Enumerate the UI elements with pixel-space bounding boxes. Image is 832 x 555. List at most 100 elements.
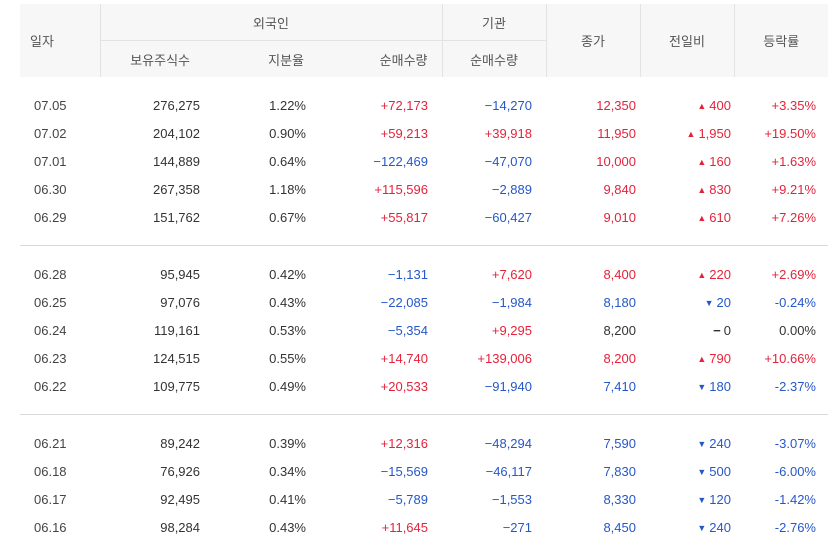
table-row: 07.01 144,889 0.64% −122,469 −47,070 10,000 ▲ 1…	[20, 147, 828, 175]
row-ratio: 0.43%	[269, 519, 306, 535]
row-holdings: 119,161	[153, 322, 200, 338]
row-ratio: 0.53%	[269, 322, 306, 338]
row-foreign-net: −15,569	[380, 463, 428, 479]
table-row: 06.29 151,762 0.67% +55,817 −60,427 9,010 ▲ 610…	[20, 203, 828, 231]
row-institution-net: +7,620	[491, 266, 532, 282]
table-row: 07.05 276,275 1.22% +72,173 −14,270 12,350 ▲ 40…	[20, 91, 828, 119]
row-ratio: 1.22%	[269, 97, 306, 113]
row-diff-value: 830	[709, 181, 731, 197]
row-diff: ▼ 20	[640, 288, 734, 316]
header-foreign-net: 순매수량	[318, 40, 442, 77]
row-foreign-net: +11,645	[381, 519, 428, 535]
header-ratio: 지분율	[204, 40, 318, 77]
row-diff: ▲ 400	[640, 91, 734, 119]
row-rate: -1.42%	[774, 491, 816, 507]
row-foreign-net: −5,789	[387, 491, 428, 507]
row-diff-value: 240	[709, 435, 731, 451]
triangle-down-icon: ▼	[697, 381, 707, 392]
row-holdings: 276,275	[153, 97, 200, 113]
row-foreign-net: +14,740	[380, 350, 428, 366]
row-close: 7,410	[603, 378, 636, 394]
row-holdings: 124,515	[153, 350, 200, 366]
row-rate: -6.00%	[774, 463, 816, 479]
row-foreign-net: +72,173	[380, 97, 428, 113]
row-close: 12,350	[596, 97, 636, 113]
row-foreign-net: −22,085	[380, 294, 428, 310]
row-ratio: 0.34%	[269, 463, 306, 479]
row-diff-value: 240	[709, 519, 731, 535]
row-institution-net: −271	[502, 519, 532, 535]
row-diff: ▼ 240	[640, 429, 734, 457]
table-row: 06.30 267,358 1.18% +115,596 −2,889 9,840 ▲ 830…	[20, 175, 828, 203]
row-diff: ▼ 500	[640, 457, 734, 485]
table-row: 06.22 109,775 0.49% +20,533 −91,940 7,410 ▼ 180…	[20, 372, 828, 400]
row-date: 07.01	[34, 153, 67, 169]
row-ratio: 0.49%	[269, 378, 306, 394]
triangle-down-icon: ▼	[697, 466, 707, 477]
row-diff-value: 500	[709, 463, 731, 479]
row-ratio: 0.41%	[269, 491, 306, 507]
triangle-down-icon: ▼	[697, 438, 707, 449]
row-institution-net: −2,889	[491, 181, 532, 197]
table-row: 06.18 76,926 0.34% −15,569 −46,117 7,830 ▼ 500-…	[20, 457, 828, 485]
row-foreign-net: −5,354	[387, 322, 428, 338]
row-institution-net: +39,918	[484, 125, 532, 141]
row-close: 8,180	[603, 294, 636, 310]
row-diff: ▲ 220	[640, 260, 734, 288]
row-holdings: 267,358	[153, 181, 200, 197]
row-diff: ▲ 830	[640, 175, 734, 203]
row-date: 06.30	[34, 181, 67, 197]
row-diff-value: 180	[709, 378, 731, 394]
group-spacer	[20, 246, 828, 260]
row-ratio: 0.64%	[269, 153, 306, 169]
row-ratio: 1.18%	[269, 181, 306, 197]
row-institution-net: −46,117	[485, 463, 532, 479]
row-ratio: 0.43%	[269, 294, 306, 310]
row-date: 06.16	[34, 519, 67, 535]
header-diff: 전일비	[639, 4, 734, 77]
row-date: 06.24	[34, 322, 67, 338]
row-diff-value: 220	[709, 266, 731, 282]
row-diff: ▼ 240	[640, 513, 734, 541]
row-rate: +2.69%	[771, 266, 816, 282]
row-holdings: 204,102	[153, 125, 200, 141]
row-rate: 0.00%	[779, 322, 816, 338]
row-institution-net: +139,006	[477, 350, 532, 366]
triangle-up-icon: ▲	[686, 128, 696, 139]
table-header: 일자 외국인 기관 종가 전일비 등락률 보유주식수 지분율 순매수량 순매수량	[20, 4, 828, 77]
row-rate: +19.50%	[764, 125, 816, 141]
row-holdings: 95,945	[160, 266, 200, 282]
row-diff-value: 0	[723, 322, 731, 338]
group-spacer	[20, 231, 828, 246]
row-rate: +10.66%	[764, 350, 816, 366]
row-rate: -3.07%	[774, 435, 816, 451]
row-diff: ▲ 1,950	[640, 119, 734, 147]
group-spacer	[20, 415, 828, 429]
row-close: 8,200	[603, 322, 636, 338]
row-diff-value: 20	[716, 294, 731, 310]
row-date: 07.02	[34, 125, 67, 141]
row-ratio: 0.90%	[269, 125, 306, 141]
group-spacer	[20, 400, 828, 415]
triangle-down-icon: ▼	[697, 522, 707, 533]
row-holdings: 76,926	[160, 463, 200, 479]
row-foreign-net: +12,316	[380, 435, 428, 451]
table-body: 07.05 276,275 1.22% +72,173 −14,270 12,350 ▲ 40…	[20, 77, 828, 555]
row-institution-net: −1,984	[491, 294, 532, 310]
row-date: 06.22	[34, 378, 67, 394]
group-spacer	[20, 77, 828, 91]
row-date: 06.17	[34, 491, 67, 507]
row-holdings: 98,284	[160, 519, 200, 535]
row-close: 11,950	[597, 125, 636, 141]
row-holdings: 109,775	[153, 378, 200, 394]
row-holdings: 89,242	[160, 435, 200, 451]
dash-icon: −	[713, 322, 721, 338]
row-ratio: 0.67%	[269, 209, 306, 225]
row-institution-net: −91,940	[484, 378, 532, 394]
row-close: 10,000	[596, 153, 636, 169]
row-close: 8,450	[603, 519, 636, 535]
row-date: 06.18	[34, 463, 67, 479]
group-divider	[20, 245, 828, 246]
row-rate: -2.37%	[774, 378, 816, 394]
row-institution-net: −14,270	[484, 97, 532, 113]
